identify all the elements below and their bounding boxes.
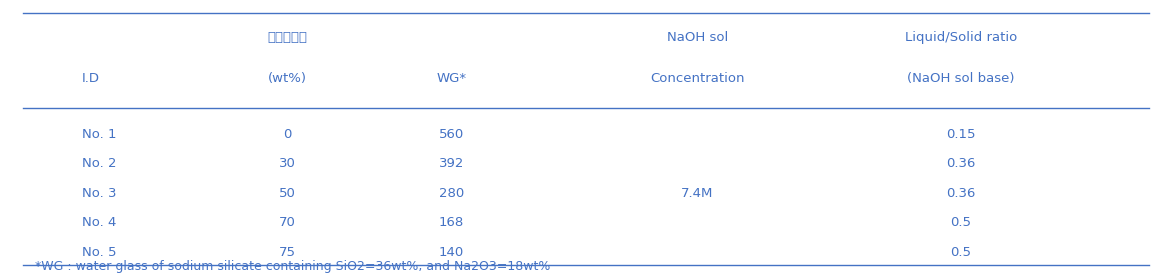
Text: 0.36: 0.36 bbox=[946, 157, 976, 170]
Text: (NaOH sol base): (NaOH sol base) bbox=[907, 72, 1015, 85]
Text: 0: 0 bbox=[282, 128, 292, 141]
Text: No. 1: No. 1 bbox=[82, 128, 116, 141]
Text: 392: 392 bbox=[438, 157, 464, 170]
Text: No. 3: No. 3 bbox=[82, 187, 116, 200]
Text: Liquid/Solid ratio: Liquid/Solid ratio bbox=[905, 31, 1017, 44]
Text: 0.15: 0.15 bbox=[946, 128, 976, 141]
Text: 560: 560 bbox=[438, 128, 464, 141]
Text: 280: 280 bbox=[438, 187, 464, 200]
Text: No. 4: No. 4 bbox=[82, 216, 116, 229]
Text: 140: 140 bbox=[438, 246, 464, 258]
Text: *WG : water glass of sodium silicate containing SiO2=36wt%, and Na2O3=18wt%: *WG : water glass of sodium silicate con… bbox=[35, 260, 551, 273]
Text: 75: 75 bbox=[279, 246, 295, 258]
Text: 0.5: 0.5 bbox=[950, 246, 972, 258]
Text: NaOH sol: NaOH sol bbox=[667, 31, 728, 44]
Text: WG*: WG* bbox=[436, 72, 466, 85]
Text: No. 2: No. 2 bbox=[82, 157, 116, 170]
Text: 골재치환율: 골재치환율 bbox=[267, 31, 307, 44]
Text: 50: 50 bbox=[279, 187, 295, 200]
Text: 30: 30 bbox=[279, 157, 295, 170]
Text: No. 5: No. 5 bbox=[82, 246, 116, 258]
Text: 0.36: 0.36 bbox=[946, 187, 976, 200]
Text: (wt%): (wt%) bbox=[267, 72, 307, 85]
Text: Concentration: Concentration bbox=[650, 72, 744, 85]
Text: I.D: I.D bbox=[82, 72, 100, 85]
Text: 168: 168 bbox=[438, 216, 464, 229]
Text: 7.4M: 7.4M bbox=[681, 187, 714, 200]
Text: 0.5: 0.5 bbox=[950, 216, 972, 229]
Text: 70: 70 bbox=[279, 216, 295, 229]
